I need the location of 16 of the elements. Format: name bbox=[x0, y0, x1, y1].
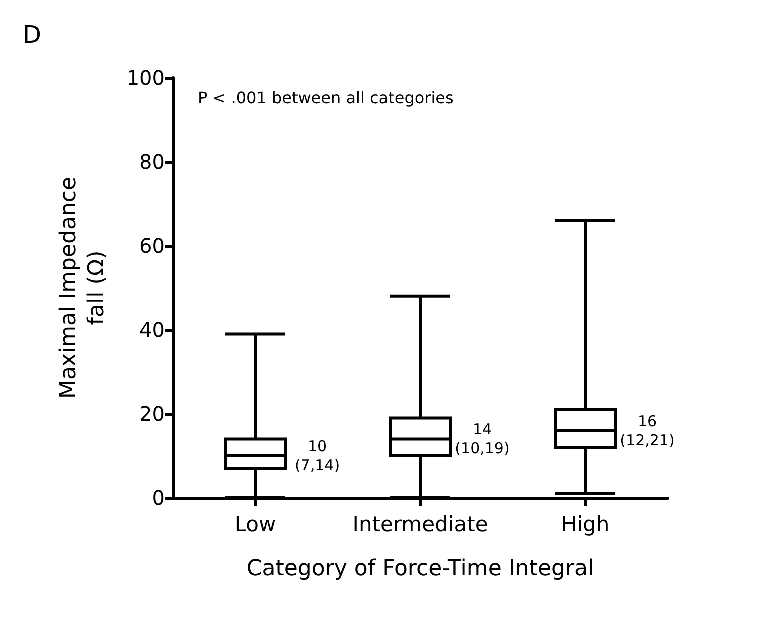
x-tick-label: Intermediate bbox=[352, 512, 488, 536]
chart-title: D bbox=[23, 21, 42, 49]
x-axis-title: Category of Force-Time Integral bbox=[246, 556, 594, 582]
x-tick-label: High bbox=[561, 512, 610, 536]
y-tick-label: 60 bbox=[140, 234, 165, 258]
x-tick-label: Low bbox=[234, 512, 276, 536]
y-tick-label: 100 bbox=[126, 66, 165, 90]
y-tick-label: 0 bbox=[152, 486, 165, 510]
annotation: P < .001 between all categories bbox=[198, 88, 454, 108]
y-tick-label: 20 bbox=[140, 402, 165, 426]
annotation: 16 (12,21) bbox=[620, 412, 675, 450]
annotation: 14 (10,19) bbox=[455, 420, 510, 458]
y-tick-label: 40 bbox=[140, 318, 165, 342]
y-tick-label: 80 bbox=[140, 150, 165, 174]
y-axis-title: Maximal Impedance fall (Ω) bbox=[56, 176, 110, 400]
annotation: 10 (7,14) bbox=[294, 438, 340, 474]
